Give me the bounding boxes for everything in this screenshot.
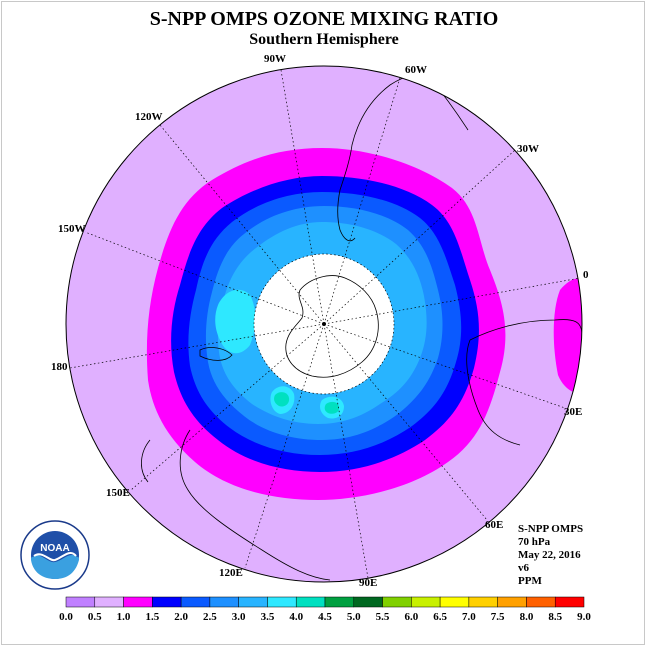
colorbar-swatch <box>353 596 383 608</box>
map-disk-border <box>65 65 583 583</box>
colorbar-tick-label: 3.0 <box>232 611 246 623</box>
africa-outline <box>466 319 582 446</box>
ozone-patch-cyan-west <box>215 289 256 354</box>
colorbar-swatch <box>267 596 297 608</box>
colorbar-tick-label: 1.5 <box>145 611 159 623</box>
map-subtitle: Southern Hemisphere <box>249 31 399 48</box>
info-version: v6 <box>518 562 529 574</box>
lon-label-180: 180 <box>51 361 68 373</box>
lon-label-120w: 120W <box>135 111 163 123</box>
colorbar-tick-label: 2.0 <box>174 611 188 623</box>
colorbar-swatch <box>65 596 96 608</box>
colorbar-swatch <box>497 596 527 608</box>
colorbar: 0.0 0.5 1.0 1.5 2.0 2.5 3.0 3.5 4.0 4.5 5.0 5.5 6.0 6… <box>59 596 591 623</box>
colorbar-swatch <box>152 596 182 608</box>
graticule <box>69 69 581 579</box>
colorbar-tick-label: 6.5 <box>433 611 447 623</box>
ozone-patch-teal-1 <box>274 392 290 407</box>
antarctica-outline <box>285 275 379 378</box>
lon-label-90w: 90W <box>264 53 286 65</box>
south-pole-dot <box>322 322 326 326</box>
info-date: May 22, 2016 <box>518 549 581 561</box>
colorbar-tick-label: 1.0 <box>117 611 131 623</box>
colorbar-swatch <box>324 596 355 608</box>
colorbar-tick-label: 8.0 <box>520 611 534 623</box>
noaa-logo: NOAA <box>20 520 90 590</box>
colorbar-tick-label: 2.5 <box>203 611 217 623</box>
colorbar-tick-label: 7.0 <box>462 611 476 623</box>
lon-label-150w: 150W <box>58 223 86 235</box>
lon-label-60e: 60E <box>485 519 503 531</box>
lon-label-120e: 120E <box>219 567 243 579</box>
lon-label-60w: 60W <box>405 64 427 76</box>
colorbar-tick-label: 8.5 <box>548 611 562 623</box>
colorbar-swatch <box>123 596 153 608</box>
colorbar-swatch <box>180 596 211 608</box>
ozone-patch-teal-2 <box>324 401 339 414</box>
colorbar-tick-label: 4.5 <box>318 611 332 623</box>
lon-label-90e: 90E <box>359 577 377 589</box>
colorbar-tick-label: 0.5 <box>88 611 102 623</box>
lon-label-150e: 150E <box>106 487 130 499</box>
colorbar-swatch <box>439 596 470 608</box>
noaa-logo-icon: NOAA <box>20 520 90 590</box>
map-title: S-NPP OMPS OZONE MIXING RATIO <box>149 8 499 30</box>
lon-label-0: 0 <box>583 269 589 281</box>
noaa-logo-text: NOAA <box>40 543 69 554</box>
colorbar-tick-label: 3.5 <box>261 611 275 623</box>
info-units: PPM <box>518 575 542 587</box>
info-instrument: S-NPP OMPS <box>518 523 584 535</box>
colorbar-tick-label: 4.0 <box>289 611 303 623</box>
colorbar-tick-label: 7.5 <box>491 611 505 623</box>
info-level: 70 hPa <box>518 536 551 548</box>
colorbar-swatch <box>526 596 556 608</box>
australia-outline <box>141 429 331 581</box>
colorbar-tick-label: 9.0 <box>577 611 591 623</box>
colorbar-tick-label: 5.0 <box>347 611 361 623</box>
colorbar-swatch <box>382 596 412 608</box>
lon-label-30e: 30E <box>564 406 582 418</box>
lon-label-30w: 30W <box>517 143 539 155</box>
colorbar-swatch <box>468 596 498 608</box>
colorbar-swatch <box>295 596 326 608</box>
info-block: S-NPP OMPS 70 hPa May 22, 2016 v6 PPM <box>518 523 583 588</box>
colorbar-tick-label: 0.0 <box>59 611 73 623</box>
colorbar-tick-label: 5.5 <box>376 611 390 623</box>
colorbar-tick-label: 6.0 <box>404 611 418 623</box>
colorbar-swatch <box>411 596 441 608</box>
new-zealand-outline <box>199 347 233 361</box>
ozone-patch-east <box>553 278 582 394</box>
colorbar-swatch <box>554 596 585 608</box>
colorbar-swatch <box>209 596 239 608</box>
colorbar-swatch <box>238 596 268 608</box>
colorbar-swatch <box>94 596 124 608</box>
